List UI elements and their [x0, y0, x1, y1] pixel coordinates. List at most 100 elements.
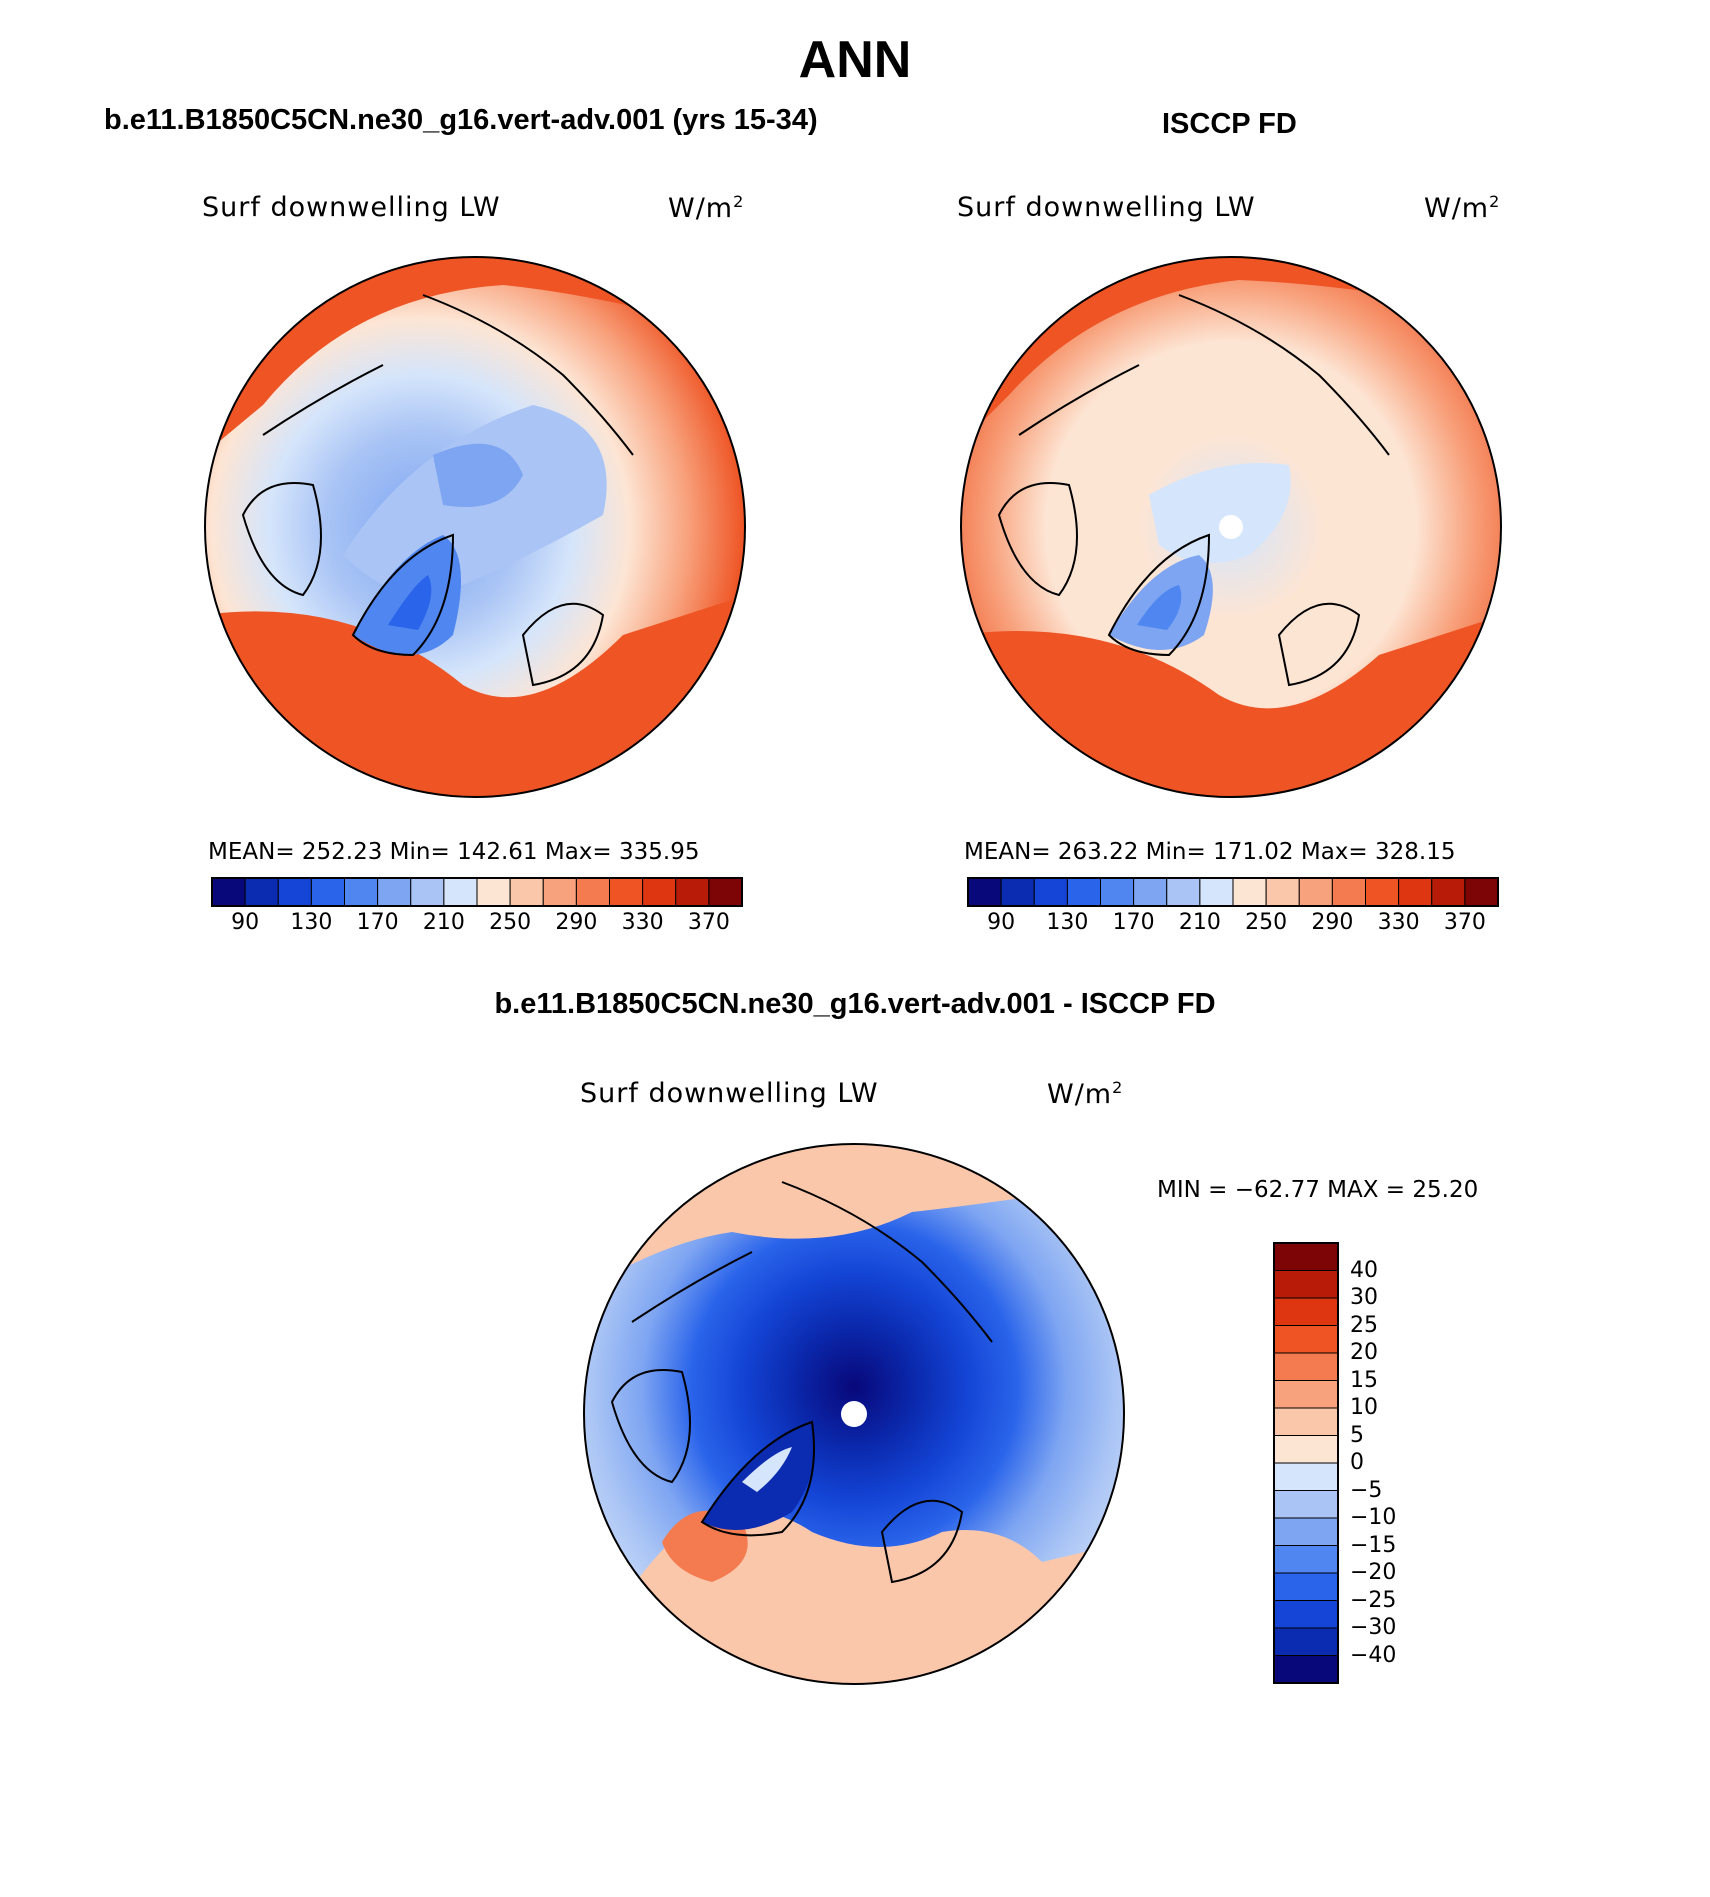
- panel-3-coastlines: [610, 1181, 993, 1584]
- panel-2-colorbar-swatch: [1000, 877, 1035, 907]
- panel-2-pole-gap: [1219, 515, 1243, 539]
- panel-3-colorbar-tick-label: 40: [1350, 1257, 1378, 1283]
- panel-3-colorbar-tick-label: 25: [1350, 1312, 1378, 1338]
- panel-2-colorbar-tick-label: 250: [1245, 910, 1288, 935]
- panel-3-colorbar-tick-label: −25: [1350, 1587, 1397, 1613]
- panel-3-colorbar-swatch: [1273, 1600, 1339, 1629]
- panel-2-colorbar-swatch: [1166, 877, 1201, 907]
- panel-2-map-border: [960, 256, 1502, 798]
- panel-2-colorbar-swatch: [1199, 877, 1234, 907]
- panel-2-colorbar-swatch: [1365, 877, 1400, 907]
- panel-3-colorbar-swatch: [1273, 1517, 1339, 1546]
- panel-2-colorbar-swatch: [1298, 877, 1333, 907]
- panel-3-colorbar-swatch: [1273, 1242, 1339, 1271]
- panel-2-colorbar-tick-label: 370: [1443, 910, 1486, 935]
- panel-1-colorbar-swatch: [443, 877, 478, 907]
- panel-3-units-label: W/m2: [1047, 1078, 1124, 1110]
- panel-2-colorbar-tick-label: 290: [1311, 910, 1354, 935]
- panel-3-colorbar-swatch: [1273, 1462, 1339, 1491]
- panel-3-colorbar-tick-label: 5: [1350, 1422, 1364, 1448]
- panel-2-colorbar-swatch: [1033, 877, 1068, 907]
- panel-2-colorbar-swatch: [1331, 877, 1366, 907]
- panel-2-stats: MEAN= 263.22 Min= 171.02 Max= 328.15: [964, 839, 1456, 865]
- panel-3-colorbar-swatch: [1273, 1407, 1339, 1436]
- panel-3-colorbar-tick-label: 15: [1350, 1367, 1378, 1393]
- panel-2-variable-label: Surf downwelling LW: [957, 192, 1256, 223]
- panel-2-colorbar-swatch: [1464, 877, 1499, 907]
- panel-3-colorbar-swatch: [1273, 1490, 1339, 1519]
- panel-3-colorbar-swatch: [1273, 1545, 1339, 1574]
- panel-2-greenland-region: [1137, 585, 1182, 630]
- panel-2-colorbar-tick-label: 170: [1112, 910, 1155, 935]
- panel-1-colorbar-swatch: [675, 877, 710, 907]
- panel-2-warm-region: [961, 257, 1501, 445]
- panel-3-colorbar-tick-label: 10: [1350, 1395, 1378, 1420]
- panel-2-polar-map: [960, 256, 1502, 798]
- panel-1-warm-region: [205, 257, 745, 455]
- panel-2-cold-region: [1149, 463, 1291, 563]
- panel-1-colorbar-swatch: [377, 877, 412, 907]
- panel-3-colorbar-swatch: [1273, 1270, 1339, 1299]
- panel-1-colorbar-tick-label: 130: [290, 910, 333, 935]
- panel-2-colorbar-swatch: [1265, 877, 1300, 907]
- panel-1-colorbar-swatch: [244, 877, 279, 907]
- panel-3-colorbar-swatch: [1273, 1380, 1339, 1409]
- panel-1-colorbar-tick-label: 250: [489, 910, 532, 935]
- panel-2-colorbar-swatch: [1100, 877, 1135, 907]
- panel-2-colorbar-swatch: [1066, 877, 1101, 907]
- panel-2-coastlines: [997, 294, 1390, 687]
- panel-3-colorbar-tick-label: −5: [1350, 1477, 1383, 1503]
- panel-3-greenland-region: [742, 1447, 792, 1492]
- panel-1-colorbar-swatch: [708, 877, 743, 907]
- panel-2-colorbar-swatch: [1232, 877, 1267, 907]
- panel-1-colorbar-swatch: [575, 877, 610, 907]
- panel-2-colorbar-labels: 90 130 170 210 250 290 330 370: [968, 910, 1498, 940]
- panel-1-map-border: [204, 256, 746, 798]
- panel-3-colorbar-labels: 40 30 25 20 15 10 5 0 −5 −10 −15 −20 −25 −30 −40: [1350, 1243, 1440, 1683]
- panel-3-colorbar-swatch: [1273, 1627, 1339, 1656]
- panel-2-colorbar-swatch: [1431, 877, 1466, 907]
- panel-1-colorbar-swatch: [277, 877, 312, 907]
- panel-1-warm-region: [205, 595, 745, 797]
- panel-1-colorbar-swatch: [542, 877, 577, 907]
- panel-2-colorbar-swatch: [1133, 877, 1168, 907]
- panel-3-polar-map: [583, 1143, 1125, 1685]
- panel-3-map-border: [583, 1143, 1125, 1685]
- panel-1-title: b.e11.B1850C5CN.ne30_g16.vert-adv.001 (y…: [104, 104, 818, 136]
- panel-1-colorbar-tick-label: 290: [555, 910, 598, 935]
- panel-3-colorbar-tick-label: −30: [1350, 1615, 1397, 1640]
- panel-2-warm-region: [961, 615, 1501, 797]
- panel-2-colorbar-tick-label: 210: [1178, 910, 1221, 935]
- panel-1-coastlines: [241, 294, 634, 687]
- panel-1-cold-region: [433, 443, 523, 507]
- panel-3-colorbar-swatch: [1273, 1352, 1339, 1381]
- panel-1-stats: MEAN= 252.23 Min= 142.61 Max= 335.95: [208, 839, 700, 865]
- panel-1-colorbar-swatch: [609, 877, 644, 907]
- panel-2-colorbar-tick-label: 330: [1377, 910, 1420, 935]
- panel-3-colorbar-tick-label: −20: [1350, 1560, 1397, 1585]
- panel-3-colorbar-tick-label: −10: [1350, 1505, 1397, 1530]
- panel-2-units-label: W/m2: [1424, 192, 1501, 224]
- panel-3-colorbar-tick-label: 0: [1350, 1450, 1364, 1475]
- figure-title: ANN: [798, 31, 912, 89]
- panel-3-colorbar-swatch: [1273, 1655, 1339, 1684]
- panel-3-pole-gap: [841, 1401, 867, 1427]
- panel-1-colorbar-tick-label: 90: [231, 910, 260, 935]
- panel-1-greenland-region: [388, 575, 432, 630]
- panel-3-variable-label: Surf downwelling LW: [580, 1078, 879, 1109]
- panel-3-colorbar-swatch: [1273, 1435, 1339, 1464]
- panel-1-variable-label: Surf downwelling LW: [202, 192, 501, 223]
- panel-3-colorbar-tick-label: 20: [1350, 1340, 1378, 1365]
- panel-1-colorbar-labels: 90 130 170 210 250 290 330 370: [212, 910, 742, 940]
- panel-2-colorbar: [967, 877, 1499, 907]
- panel-1-colorbar-tick-label: 330: [621, 910, 664, 935]
- panel-3-colorbar-tick-label: 30: [1350, 1285, 1378, 1310]
- panel-3-stats: MIN = −62.77 MAX = 25.20: [1157, 1177, 1479, 1203]
- panel-3-colorbar-tick-label: −40: [1350, 1642, 1397, 1668]
- panel-1-colorbar-tick-label: 170: [356, 910, 399, 935]
- panel-3-colorbar: [1273, 1242, 1339, 1684]
- panel-1-colorbar: [211, 877, 743, 907]
- panel-1-units-label: W/m2: [668, 192, 745, 224]
- panel-1-colorbar-swatch: [642, 877, 677, 907]
- panel-3-colorbar-swatch: [1273, 1325, 1339, 1354]
